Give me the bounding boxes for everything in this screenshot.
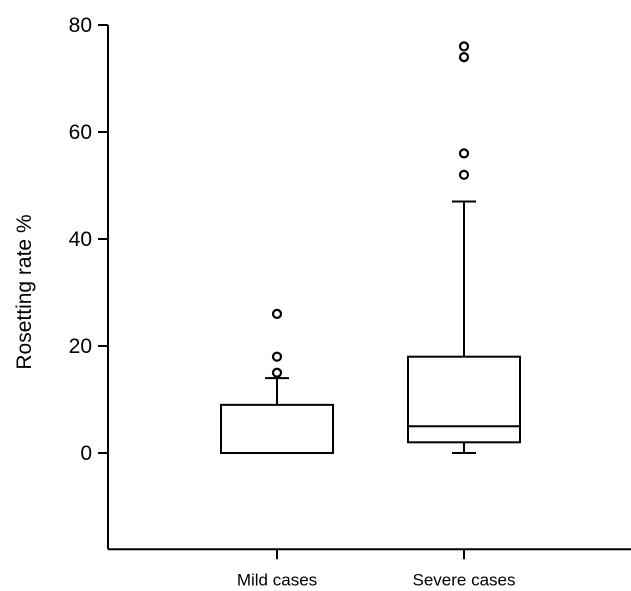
box-body xyxy=(220,403,334,455)
outlier-point xyxy=(458,169,470,180)
outlier-point xyxy=(271,308,283,319)
box-body xyxy=(407,355,521,444)
outlier-point xyxy=(458,148,470,159)
boxes xyxy=(220,41,521,455)
outlier-point xyxy=(271,367,283,378)
outlier-point xyxy=(458,51,470,63)
box-0 xyxy=(220,308,334,455)
box-1 xyxy=(407,41,521,454)
outlier-point xyxy=(271,351,283,362)
y-tick-label: 40 xyxy=(69,228,92,251)
y-tick-label: 80 xyxy=(69,14,92,37)
y-tick-label: 0 xyxy=(80,442,92,465)
y-axis-title: Rosetting rate % xyxy=(13,214,36,369)
y-axis: 0 20 40 60 80 xyxy=(69,14,109,550)
x-tick-label: Mild cases xyxy=(237,570,317,589)
outlier-point xyxy=(458,41,470,52)
x-tick-label: Severe cases xyxy=(413,570,516,589)
y-tick-label: 60 xyxy=(69,121,92,144)
y-tick-label: 20 xyxy=(69,335,92,358)
x-axis: Mild cases Severe cases xyxy=(108,548,631,589)
